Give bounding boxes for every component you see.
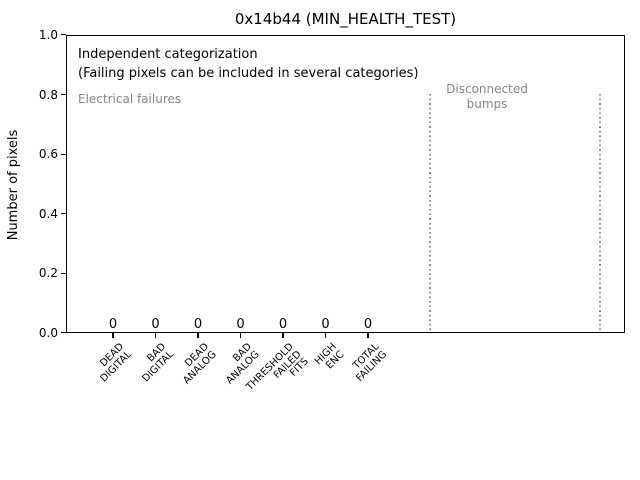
bar-value-label: 0 (321, 317, 330, 332)
x-tick-mark (282, 333, 284, 338)
x-tick-mark (112, 333, 114, 338)
x-tick-label: BAD DIGITAL (140, 341, 176, 385)
bar-value-label: 0 (193, 317, 203, 332)
y-tick-label: 0.2 (38, 266, 58, 280)
y-tick-mark (61, 332, 66, 334)
x-tick-mark (197, 333, 199, 338)
y-tick-mark (61, 154, 66, 156)
bar-value-label: 0 (151, 317, 160, 332)
electrical-failures-label: Electrical failures (78, 92, 182, 106)
y-tick-mark (61, 213, 66, 215)
bar-value-label: 0 (278, 317, 288, 332)
y-tick-mark (61, 273, 66, 275)
x-tick-mark (239, 333, 242, 338)
x-tick-mark (324, 333, 327, 338)
y-tick-label: 0.0 (38, 326, 58, 340)
x-tick-label: DEAD ANALOG (181, 341, 219, 387)
separator-line (429, 94, 431, 333)
disconnected-bumps-label: Disconnected bumps (446, 82, 528, 111)
note-line-2: (Failing pixels can be included in sever… (78, 66, 419, 81)
y-tick-label: 1.0 (38, 28, 58, 42)
y-axis-label: Number of pixels (6, 129, 21, 241)
x-tick-label: HIGH ENC (312, 341, 346, 372)
x-tick-label: DEAD DIGITAL (98, 341, 134, 385)
y-tick-mark (61, 34, 66, 36)
x-tick-mark (154, 333, 157, 338)
bar-value-label: 0 (363, 317, 373, 332)
chart-title: 0x14b44 (MIN_HEALTH_TEST) (234, 10, 457, 28)
bar-value-label: 0 (236, 317, 245, 332)
separator-line (599, 94, 601, 333)
y-tick-label: 0.6 (38, 147, 58, 161)
y-tick-label: 0.4 (38, 207, 58, 221)
plot-area (66, 35, 625, 333)
x-tick-mark (367, 333, 369, 338)
y-tick-mark (61, 94, 66, 96)
note-line-1: Independent categorization (78, 47, 258, 62)
x-tick-label: TOTAL FAILING (350, 341, 389, 384)
bar-value-label: 0 (108, 317, 118, 332)
y-tick-label: 0.8 (38, 88, 58, 102)
